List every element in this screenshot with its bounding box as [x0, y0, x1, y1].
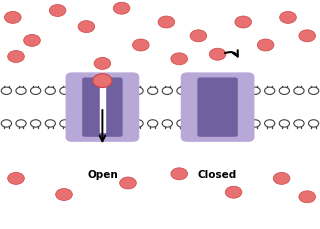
Circle shape	[60, 120, 70, 128]
Text: Open: Open	[87, 169, 118, 179]
Circle shape	[279, 88, 290, 95]
Circle shape	[171, 54, 188, 65]
Circle shape	[279, 120, 290, 128]
FancyBboxPatch shape	[181, 74, 254, 142]
Circle shape	[148, 120, 158, 128]
Circle shape	[8, 173, 24, 185]
Circle shape	[257, 40, 274, 52]
Circle shape	[235, 88, 245, 95]
Circle shape	[273, 173, 290, 185]
FancyBboxPatch shape	[198, 79, 237, 136]
Circle shape	[265, 88, 275, 95]
Circle shape	[4, 12, 21, 24]
Circle shape	[177, 88, 187, 95]
Circle shape	[132, 40, 149, 52]
Circle shape	[158, 17, 175, 29]
Circle shape	[299, 31, 316, 43]
Circle shape	[45, 120, 55, 128]
Circle shape	[16, 88, 26, 95]
Circle shape	[1, 88, 12, 95]
Circle shape	[133, 88, 143, 95]
FancyBboxPatch shape	[66, 74, 139, 142]
Circle shape	[94, 58, 111, 70]
Circle shape	[133, 120, 143, 128]
Circle shape	[30, 88, 41, 95]
Circle shape	[16, 120, 26, 128]
Circle shape	[30, 120, 41, 128]
Circle shape	[78, 22, 95, 33]
Circle shape	[308, 120, 319, 128]
Circle shape	[177, 120, 187, 128]
Circle shape	[93, 74, 112, 88]
Circle shape	[209, 49, 226, 61]
Circle shape	[250, 120, 260, 128]
Circle shape	[24, 35, 40, 47]
Circle shape	[280, 12, 296, 24]
Circle shape	[162, 88, 172, 95]
Circle shape	[45, 88, 55, 95]
Circle shape	[60, 88, 70, 95]
Text: Closed: Closed	[198, 169, 237, 179]
Circle shape	[308, 88, 319, 95]
Circle shape	[171, 168, 188, 180]
Circle shape	[235, 17, 252, 29]
FancyBboxPatch shape	[100, 82, 105, 133]
Circle shape	[299, 191, 316, 203]
Circle shape	[265, 120, 275, 128]
Circle shape	[294, 120, 304, 128]
Circle shape	[190, 31, 207, 43]
Circle shape	[250, 88, 260, 95]
FancyBboxPatch shape	[83, 79, 122, 136]
Circle shape	[294, 88, 304, 95]
Circle shape	[148, 88, 158, 95]
Circle shape	[120, 177, 136, 189]
Circle shape	[113, 3, 130, 15]
Circle shape	[8, 51, 24, 63]
Circle shape	[1, 120, 12, 128]
Circle shape	[162, 120, 172, 128]
Circle shape	[235, 120, 245, 128]
Circle shape	[49, 5, 66, 17]
Circle shape	[225, 186, 242, 198]
Circle shape	[56, 189, 72, 201]
